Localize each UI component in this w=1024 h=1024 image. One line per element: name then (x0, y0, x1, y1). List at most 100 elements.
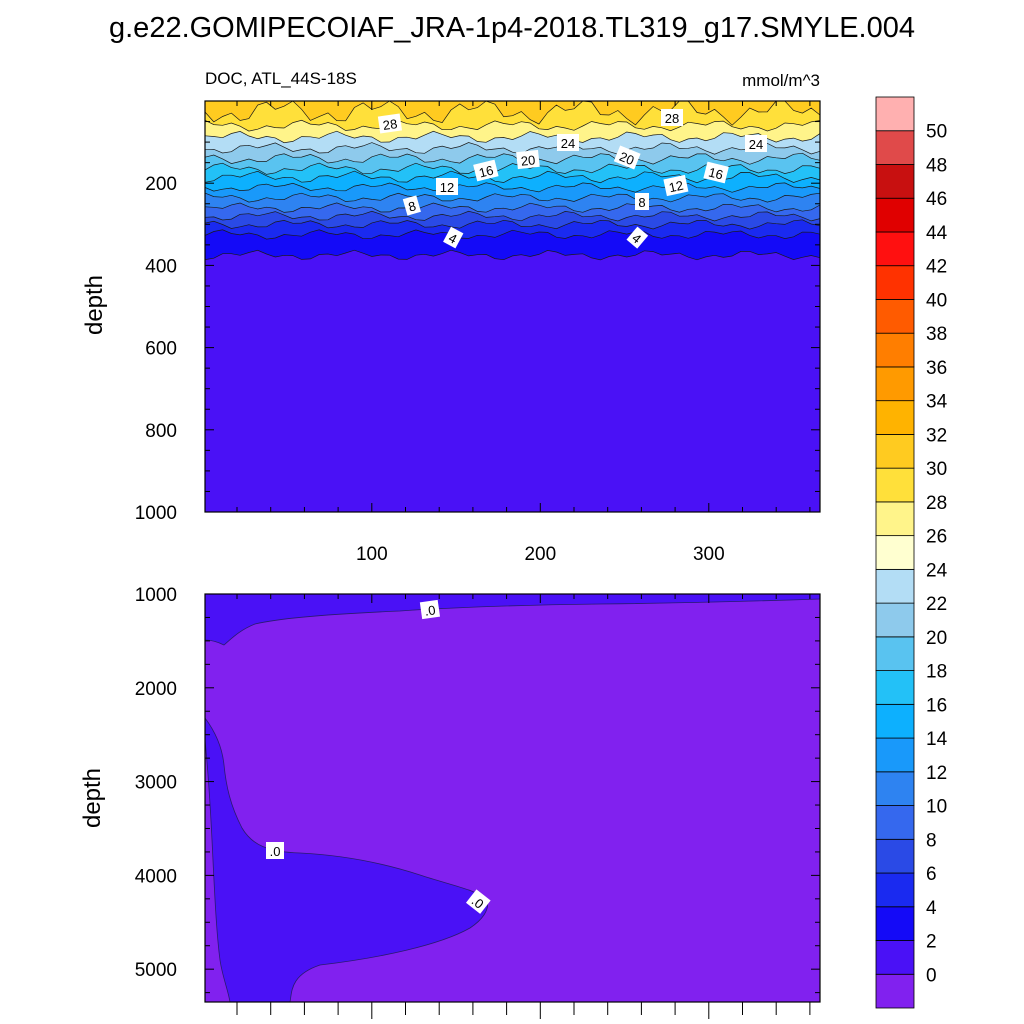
lower-contour-label-text: .0 (270, 844, 281, 859)
colorbar-label: 42 (926, 257, 947, 278)
upper-x-tick-label: 200 (524, 544, 556, 565)
colorbar-label: 44 (926, 223, 948, 244)
upper-y-tick-label: 200 (145, 174, 177, 195)
upper-y-tick-label: 400 (145, 256, 177, 277)
upper-contour-label: 12 (663, 174, 689, 197)
lower-contour-label: .0 (465, 889, 491, 914)
lower-upper-band-region (204, 593, 821, 646)
upper-contour-label-text: 16 (477, 162, 495, 180)
upper-contour-line (204, 229, 821, 240)
upper-contour-line (204, 192, 821, 203)
upper-contour-label: 24 (745, 135, 767, 152)
upper-contour-label-text: 12 (440, 180, 454, 195)
colorbar-box (875, 164, 915, 199)
colorbar-box (875, 265, 915, 300)
upper-contour-band (205, 101, 820, 126)
lower-y-tick-label: 1000 (135, 585, 177, 606)
lower-y-tick-label: 5000 (135, 960, 177, 981)
colorbar-box (875, 299, 915, 334)
colorbar-label: 38 (926, 324, 947, 345)
lower-deep-tongue-region (204, 716, 489, 1003)
upper-y-tick-label: 1000 (135, 503, 177, 524)
colorbar-box (875, 434, 915, 469)
upper-contour-labels: 28 28 24 24 20 20 16 16 12 12 8 8 4 4 (377, 109, 767, 249)
upper-contour-line (204, 202, 821, 213)
upper-y-tick-label: 800 (145, 421, 177, 442)
colorbar-label: 18 (926, 662, 947, 683)
upper-contour-label: 20 (516, 149, 540, 170)
upper-contour-label: 8 (635, 193, 649, 210)
colorbar-box (875, 906, 915, 941)
upper-y-tick-label: 600 (145, 339, 177, 360)
colorbar-box (875, 940, 915, 975)
colorbar-box (875, 568, 915, 604)
lower-y-tick-label: 4000 (135, 866, 177, 887)
lower-y-axis-label: depth (79, 768, 106, 828)
colorbar-box (875, 197, 915, 233)
upper-x-tick-label: 100 (356, 544, 388, 565)
colorbar-box (875, 670, 915, 705)
colorbar-box (875, 737, 915, 773)
lower-y-tick-label: 3000 (135, 773, 177, 794)
upper-contour-label-text: 20 (520, 152, 536, 168)
upper-contour-label-text: 12 (667, 178, 684, 196)
upper-contour-label: 12 (436, 178, 458, 195)
colorbar-label: 6 (926, 864, 937, 885)
colorbar-box (875, 501, 915, 537)
lower-contour-label: .0 (266, 842, 284, 859)
colorbar-box (875, 332, 915, 368)
upper-subtitle-left: DOC, ATL_44S-18S (205, 69, 357, 88)
colorbar-box (875, 805, 915, 840)
colorbar-label: 28 (926, 493, 947, 514)
colorbar-box (875, 771, 915, 806)
colorbar-box (875, 400, 915, 435)
colorbar-box (875, 973, 915, 1009)
upper-contour-line (204, 152, 821, 165)
upper-contour-label-text: 28 (382, 116, 398, 133)
colorbar-box (875, 872, 915, 908)
lower-contour-label: .0 (419, 599, 441, 620)
colorbar-box (875, 535, 915, 570)
lower-y-tick-label: 2000 (135, 679, 177, 700)
upper-contour-label: 8 (402, 195, 421, 216)
figure-title: g.e22.GOMIPECOIAF_JRA-1p4-2018.TL319_g17… (109, 12, 915, 44)
lower-axes: 1000 2000 3000 4000 5000 (135, 585, 821, 1019)
upper-contour-label: 28 (377, 113, 403, 134)
upper-contour-line (204, 142, 821, 155)
upper-contour-line (204, 182, 821, 193)
colorbar-label: 14 (926, 729, 948, 750)
upper-contour-label: 4 (626, 226, 649, 249)
upper-contour-label-text: 24 (561, 136, 575, 151)
lower-contour-labels: .0 .0 .0 (266, 599, 491, 914)
colorbar-label: 40 (926, 290, 947, 311)
upper-contour-fill (205, 101, 820, 512)
colorbar-label: 30 (926, 459, 947, 480)
upper-panel: DOC, ATL_44S-18S mmol/m^3 depth 28 28 24 24… (81, 69, 821, 565)
upper-contour-label-text: 28 (665, 111, 679, 126)
upper-contour-label: 4 (443, 226, 464, 249)
upper-contour-line (204, 249, 821, 261)
colorbar-label: 48 (926, 155, 947, 176)
colorbar-box (875, 636, 915, 671)
colorbar-label: 2 (926, 932, 937, 953)
upper-y-axis-label: depth (81, 275, 108, 335)
upper-x-tick-label: 300 (693, 544, 725, 565)
upper-contour-label-text: 8 (407, 198, 418, 214)
upper-contour-label: 16 (473, 159, 499, 182)
colorbar-label: 24 (926, 560, 948, 581)
lower-contour-label-text: .0 (424, 602, 437, 618)
colorbar-label: 16 (926, 695, 947, 716)
colorbar-box (875, 602, 915, 638)
colorbar-box (875, 366, 915, 402)
upper-contour-label: 24 (557, 134, 579, 151)
colorbar-label: 32 (926, 425, 947, 446)
upper-contour-label-text: 8 (638, 195, 645, 210)
colorbar-box (875, 231, 915, 267)
colorbar-label: 50 (926, 122, 947, 143)
upper-contour-label-text: 16 (707, 164, 725, 182)
lower-plot-frame (204, 593, 821, 1003)
upper-subtitle-right: mmol/m^3 (742, 71, 820, 90)
upper-contour-line (204, 210, 821, 222)
upper-contour-line (204, 119, 821, 132)
